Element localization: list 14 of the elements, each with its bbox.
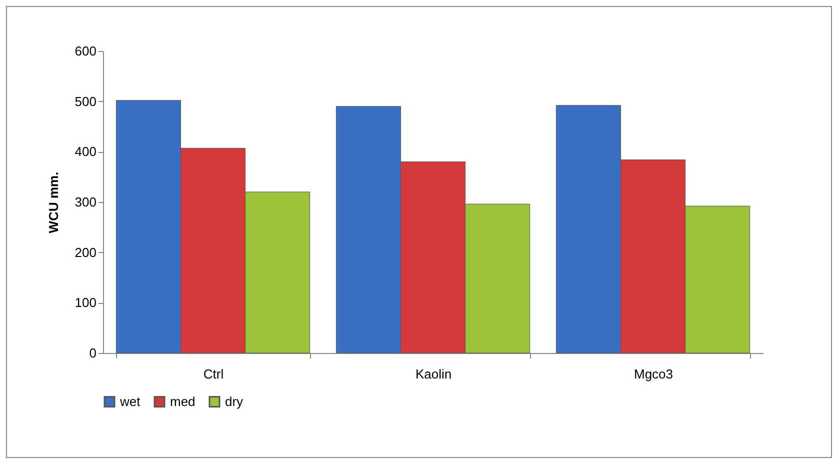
y-tick-label: 600 [74,44,96,58]
y-tick-label: 300 [74,194,96,210]
y-tick-label: 500 [74,94,96,109]
x-tick-label: Mgco3 [634,366,674,382]
x-tick-label: Ctrl [203,366,224,382]
legend-label: wet [119,394,141,409]
y-tick-label: 100 [74,295,96,310]
y-axis-title: WCU mm. [46,172,61,234]
x-tick-label: Kaolin [415,366,452,382]
legend-label: med [170,394,196,409]
y-tick-label: 200 [74,244,96,260]
y-tick-label: 400 [74,144,96,160]
legend-label: dry [225,394,244,409]
y-tick-label: 0 [89,346,96,360]
